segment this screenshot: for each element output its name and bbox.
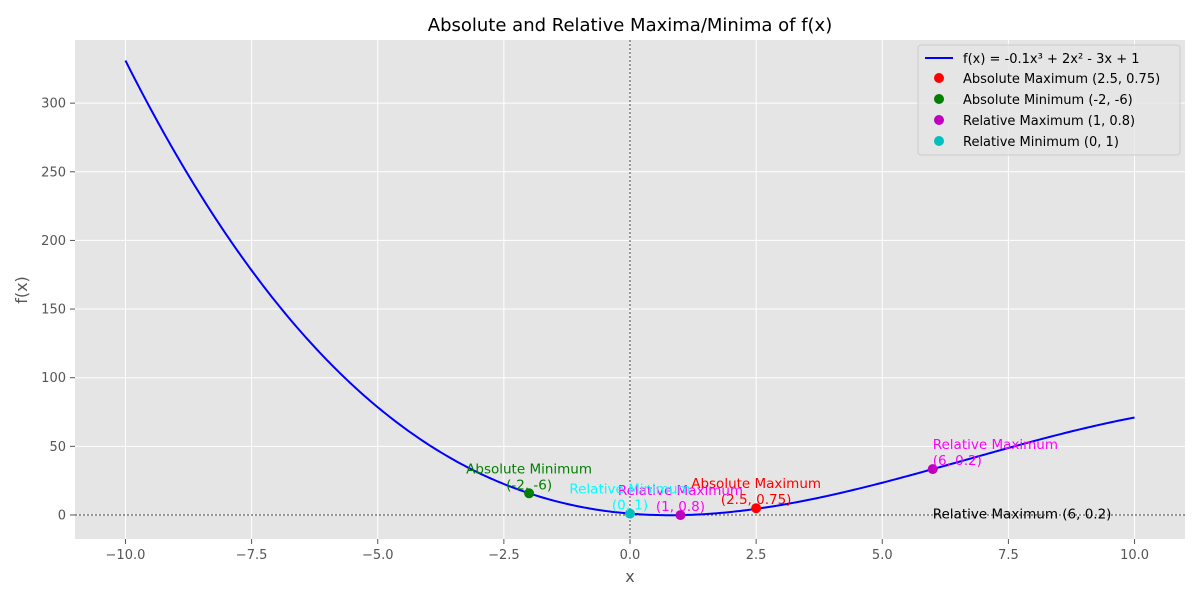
legend-box xyxy=(917,44,1181,156)
x-axis-label: x xyxy=(625,567,634,586)
annotation-relative-maximum-extra-title: Relative Maximum xyxy=(933,437,1058,453)
annotation-relative-maximum-black: Relative Maximum (6, 0.2) xyxy=(933,507,1112,523)
x-tick-label: 10.0 xyxy=(1120,548,1149,563)
x-axis-ticks: −10.0 −7.5 −5.0 −2.5 0.0 2.5 5.0 7.5 10.0 xyxy=(106,539,1149,563)
x-tick-label: 2.5 xyxy=(746,548,767,563)
annotation-relative-maximum-title: Relative Maximum xyxy=(618,483,743,499)
annotations: Absolute Maximum(2.5, 0.75) Absolute Mini… xyxy=(466,437,1111,523)
annotation-absolute-minimum-coords: (-2, -6) xyxy=(506,477,552,493)
y-tick-label: 50 xyxy=(49,440,66,455)
x-tick-label: −10.0 xyxy=(106,548,146,563)
point-relative-maximum xyxy=(675,510,686,521)
annotation-relative-maximum-coords: (1, 0.8) xyxy=(656,499,705,515)
legend-label-relative-minimum: Relative Minimum (0, 1) xyxy=(963,135,1119,150)
point-relative-minimum xyxy=(625,508,635,519)
annotation-relative-minimum-title: Relative Minimum xyxy=(569,482,690,498)
x-tick-label: −7.5 xyxy=(236,548,268,563)
legend-curve-label: f(x) = -0.1x³ + 2x² - 3x + 1 xyxy=(963,52,1140,67)
annotation-absolute-maximum-coords: (2.5, 0.75) xyxy=(721,492,792,508)
points-layer xyxy=(524,464,938,521)
point-absolute-maximum xyxy=(751,503,762,514)
point-relative-maximum-extra xyxy=(927,464,938,475)
chart-title: Absolute and Relative Maxima/Minima of f… xyxy=(428,15,832,36)
reference-lines xyxy=(75,40,1185,539)
x-tick-label: −5.0 xyxy=(362,548,394,563)
annotation-relative-minimum-coords: (0, 1) xyxy=(612,498,648,514)
legend: f(x) = -0.1x³ + 2x² - 3x + 1 Absolute Ma… xyxy=(917,44,1181,156)
y-tick-label: 200 xyxy=(41,234,66,249)
legend-label-absolute-maximum: Absolute Maximum (2.5, 0.75) xyxy=(963,72,1160,87)
point-absolute-minimum xyxy=(524,488,535,499)
y-axis-ticks: 0 50 100 150 200 250 300 xyxy=(41,97,75,523)
annotation-relative-maximum-extra-coords: (6, 0.2) xyxy=(933,453,982,469)
annotation-absolute-maximum-title: Absolute Maximum xyxy=(691,476,821,492)
legend-swatch-relative-maximum xyxy=(934,115,944,125)
legend-swatch-relative-minimum xyxy=(934,136,944,146)
y-tick-label: 0 xyxy=(58,508,66,523)
y-tick-label: 150 xyxy=(41,303,66,318)
y-tick-label: 250 xyxy=(41,165,66,180)
legend-swatch-absolute-maximum xyxy=(934,73,944,83)
y-axis-label: f(x) xyxy=(12,276,31,304)
legend-swatch-absolute-minimum xyxy=(934,94,944,104)
annotation-absolute-minimum-title: Absolute Minimum xyxy=(466,461,592,477)
y-tick-label: 300 xyxy=(41,97,66,112)
x-tick-label: 7.5 xyxy=(998,548,1019,563)
legend-label-relative-maximum: Relative Maximum (1, 0.8) xyxy=(963,114,1135,129)
legend-label-absolute-minimum: Absolute Minimum (-2, -6) xyxy=(963,93,1133,108)
x-tick-label: −2.5 xyxy=(488,548,520,563)
y-tick-label: 100 xyxy=(41,371,66,386)
x-tick-label: 0.0 xyxy=(620,548,641,563)
x-tick-label: 5.0 xyxy=(872,548,893,563)
